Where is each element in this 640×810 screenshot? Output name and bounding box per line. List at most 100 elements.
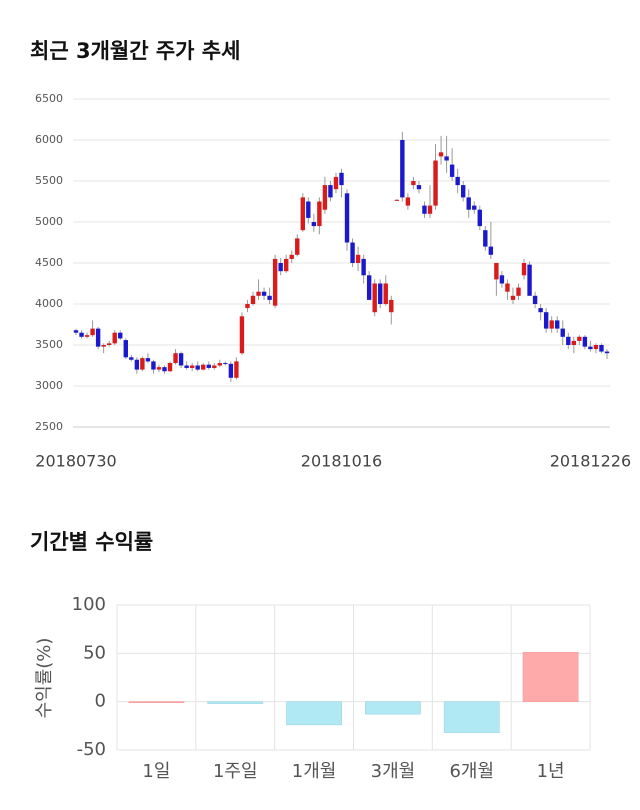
candle-body xyxy=(405,197,411,206)
y-tick-label: 4000 xyxy=(35,297,63,310)
candle-body xyxy=(494,263,499,280)
y-tick-label: 3000 xyxy=(35,379,63,392)
candle-body xyxy=(112,332,117,344)
candle-body xyxy=(350,242,355,263)
candle-body xyxy=(140,358,145,370)
bar xyxy=(443,701,500,733)
candle-body xyxy=(278,263,283,272)
candle-body xyxy=(134,359,140,370)
x-tick-label: 3개월 xyxy=(371,761,416,782)
candle-body xyxy=(499,275,505,284)
y-tick-label: 5500 xyxy=(35,174,63,187)
candle-body xyxy=(311,222,317,227)
candle-body xyxy=(460,185,466,198)
candle-body xyxy=(577,336,582,341)
candle-body xyxy=(361,258,366,276)
y-tick-label: 6500 xyxy=(35,92,63,105)
candle-body xyxy=(477,209,482,227)
y-tick-label: 3500 xyxy=(35,338,63,351)
candle-body xyxy=(156,367,162,370)
candle-body xyxy=(566,336,571,345)
candle-body xyxy=(256,291,261,296)
candle-body xyxy=(582,336,588,347)
candle-body xyxy=(433,160,438,206)
candle-body xyxy=(389,299,394,313)
candle-body xyxy=(333,176,339,190)
candle-body xyxy=(472,205,477,210)
candle-body xyxy=(101,345,106,347)
candle-body xyxy=(79,332,84,337)
candle-body xyxy=(339,172,344,186)
candle-body xyxy=(217,363,223,366)
candle-body xyxy=(206,364,211,368)
candle-body xyxy=(510,295,516,300)
candle-body xyxy=(223,363,228,365)
candle-body xyxy=(516,287,521,296)
x-tick-label: 20181016 xyxy=(301,452,382,471)
y-tick-label: 5000 xyxy=(35,215,63,228)
candle-body xyxy=(212,365,217,368)
candle-body xyxy=(527,264,532,296)
candle-body xyxy=(604,351,610,354)
candle-body xyxy=(178,353,184,366)
candle-body xyxy=(151,361,156,370)
candle-body xyxy=(300,197,305,231)
bar xyxy=(522,652,579,702)
candle-body xyxy=(355,254,361,263)
candle-body xyxy=(245,304,250,309)
y-tick-label: -50 xyxy=(77,739,106,760)
candle-body xyxy=(588,346,593,350)
candle-body xyxy=(306,201,311,218)
x-tick-label: 1개월 xyxy=(292,761,337,782)
y-tick-label: 6000 xyxy=(35,133,63,146)
bar xyxy=(128,701,185,703)
candle-body xyxy=(366,275,372,300)
candle-body xyxy=(322,185,328,210)
candle-body xyxy=(427,205,433,214)
candle-body xyxy=(123,340,128,358)
x-tick-label: 1일 xyxy=(142,761,170,782)
candle-body xyxy=(317,201,322,227)
candle-body xyxy=(272,258,278,306)
candle-body xyxy=(438,152,444,157)
candle-body xyxy=(106,343,112,345)
candle-body xyxy=(189,365,195,368)
candle-body xyxy=(532,295,538,304)
chart-title: 최근 3개월간 주가 추세 xyxy=(30,39,240,63)
candle-body xyxy=(455,176,460,186)
candle-body xyxy=(84,335,90,337)
candle-body xyxy=(416,185,422,190)
candle-body xyxy=(90,328,95,336)
candle-body xyxy=(167,363,173,372)
candle-body xyxy=(289,254,294,259)
candle-body xyxy=(173,353,178,364)
bar xyxy=(286,701,342,726)
bar xyxy=(365,701,421,715)
candle-body xyxy=(295,238,300,255)
candle-body xyxy=(162,367,167,372)
candle-body xyxy=(444,156,449,161)
candle-body xyxy=(466,197,471,210)
candle-body xyxy=(201,364,206,370)
candle-body xyxy=(378,283,383,304)
y-tick-label: 0 xyxy=(95,691,106,712)
candle-body xyxy=(129,357,134,360)
candle-body xyxy=(267,295,272,300)
candle-body xyxy=(593,345,599,350)
candle-body xyxy=(228,363,234,378)
candle-body xyxy=(571,340,577,345)
y-tick-label: 4500 xyxy=(35,256,63,269)
candle-body xyxy=(555,320,560,329)
x-tick-label: 1주일 xyxy=(213,761,258,782)
y-tick-label: 100 xyxy=(72,594,106,615)
candle-body xyxy=(195,365,200,370)
candle-body xyxy=(73,330,79,333)
y-tick-label: 50 xyxy=(83,642,106,663)
candle-body xyxy=(372,283,377,313)
candle-body xyxy=(422,205,427,214)
candle-body xyxy=(488,246,494,255)
chart-title: 기간별 수익률 xyxy=(30,530,153,554)
candle-body xyxy=(239,316,245,354)
x-tick-label: 20180730 xyxy=(35,452,116,471)
